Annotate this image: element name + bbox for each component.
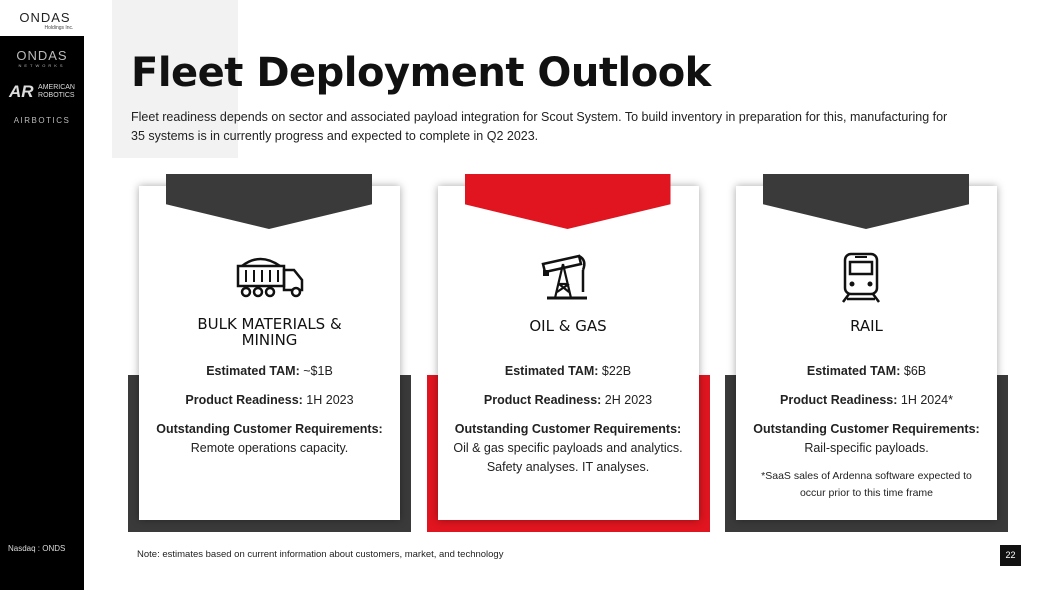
item-value: Remote operations capacity. [190,441,349,455]
card: RAIL Estimated TAM: $6B Product Readiness:… [736,186,997,520]
card-body: Estimated TAM: ~$1B Product Readiness: 1H… [147,362,392,468]
page-number: 22 [1000,545,1021,566]
item-label: Outstanding Customer Requirements: [753,422,980,436]
item-label: Product Readiness: [780,393,898,407]
card-item: Outstanding Customer Requirements: Oil & … [446,420,691,477]
ticker: Nasdaq : ONDS [8,544,66,553]
card-item: Outstanding Customer Requirements: Remote… [147,420,392,458]
brand: ONDAS NETWORKS [0,48,84,68]
title: Fleet Deployment Outlook [131,50,711,96]
item-value: $6B [903,364,927,378]
item-value: Oil & gas specific payloads and analytic… [453,441,683,474]
item-value: 1H 2024* [900,393,953,407]
item-value: $22B [601,364,632,378]
card-item: Estimated TAM: ~$1B [147,362,392,381]
subtitle: Fleet readiness depends on sector and as… [131,110,948,143]
card-heading: OIL & GAS [529,317,607,335]
item-label: Estimated TAM: [504,364,599,378]
card: OIL & GAS Estimated TAM: $22B Product Read… [437,186,699,520]
card-item: Product Readiness: 1H 2023 [147,391,392,410]
card-item: Outstanding Customer Requirements: Rail-s… [744,420,989,458]
item-value: Rail-specific payloads. [804,441,929,455]
brand-sub: ROBOTICS [38,92,75,99]
item-label: Product Readiness: [185,393,303,407]
icon [540,254,587,300]
brand-name: ONDAS [16,48,68,63]
brand-name: AMERICAN [38,84,75,91]
sidebar: ONDAS NETWORKS AR AMERICAN ROBOTICS AIRB… [0,36,84,590]
card-body: Estimated TAM: $6B Product Readiness: 1H … [744,362,989,512]
brand: AR AMERICAN ROBOTICS [0,82,84,102]
icon [842,252,880,303]
card-item: Product Readiness: 2H 2023 [446,391,691,410]
accent-block [112,0,238,158]
item-label: Outstanding Customer Requirements: [156,422,383,436]
logo-name: ONDAS [19,10,71,25]
item-label: Estimated TAM: [806,364,901,378]
card-footnote: *SaaS sales of Ardenna software expected… [761,470,972,499]
brand-name: AIRBOTICS [13,116,71,125]
brand-sub: NETWORKS [18,63,66,68]
card-item: Estimated TAM: $22B [446,362,691,381]
item-value: 2H 2023 [604,393,653,407]
item-label: Estimated TAM: [206,364,300,378]
card-item: Estimated TAM: $6B [744,362,989,381]
logo: ONDAS Holdings Inc. [10,10,80,31]
icon [236,257,304,298]
card-item: Product Readiness: 1H 2024* [744,391,989,410]
note: Note: estimates based on current informa… [137,549,504,560]
logo-sub: Holdings Inc. [44,25,74,31]
item-label: Product Readiness: [483,393,602,407]
item-value: 1H 2023 [306,393,354,407]
card: BULK MATERIALS & MINING Estimated TAM: ~$… [139,186,400,520]
item-value: ~$1B [303,364,333,378]
card-heading: BULK MATERIALS & MINING [197,315,342,349]
brand-mark: AR [9,82,34,101]
card-body: Estimated TAM: $22B Product Readiness: 2H… [446,362,691,487]
item-label: Outstanding Customer Requirements: [454,422,682,436]
card-heading: RAIL [850,317,883,335]
